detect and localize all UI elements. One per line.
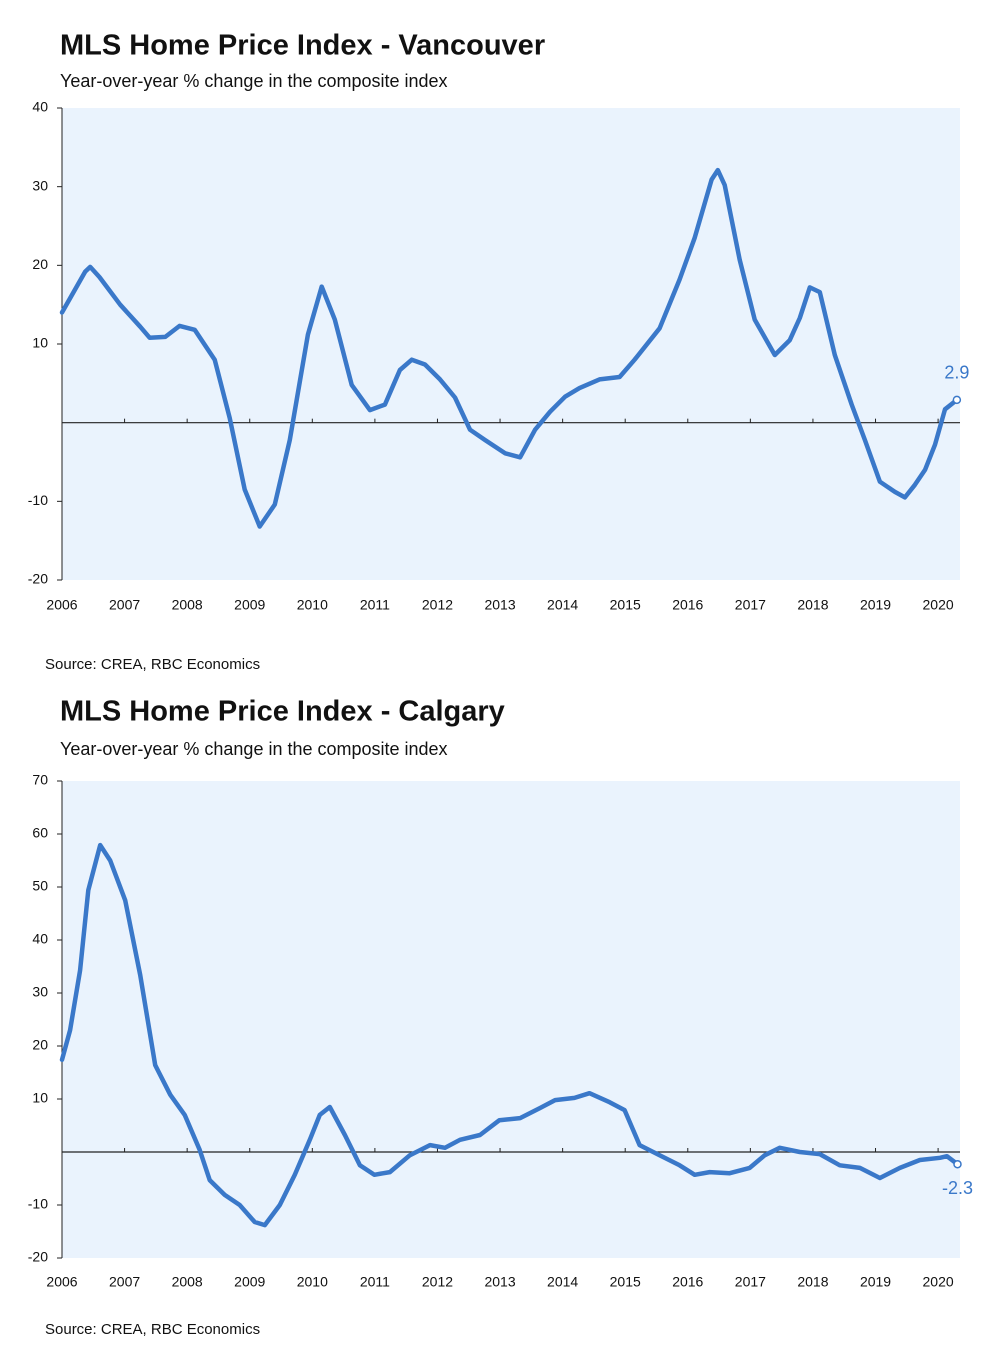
x-tick-label: 2012 <box>422 1274 453 1290</box>
x-tick-label: 2019 <box>860 597 891 613</box>
data-line <box>59 842 960 1228</box>
end-value-label: -2.3 <box>942 1178 973 1198</box>
source-note: Source: CREA, RBC Economics <box>45 1321 260 1338</box>
chart-title: MLS Home Price Index - Vancouver <box>60 30 545 62</box>
x-tick-label: 2018 <box>797 597 828 613</box>
y-tick-label: -10 <box>28 492 48 508</box>
end-value-label: 2.9 <box>944 363 969 383</box>
x-tick-label: 2009 <box>234 1274 265 1290</box>
x-tick-label: 2016 <box>672 1274 703 1290</box>
x-tick-label: 2011 <box>360 1274 390 1290</box>
x-tick-label: 2019 <box>860 1274 891 1290</box>
x-tick-label: 2009 <box>234 597 265 613</box>
x-tick-label: 2012 <box>422 597 453 613</box>
y-tick-label: 10 <box>32 335 48 351</box>
y-tick-label: 50 <box>32 878 48 894</box>
x-tick-label: 2015 <box>610 597 641 613</box>
end-marker <box>953 1159 962 1169</box>
x-tick-label: 2018 <box>797 1274 828 1290</box>
end-marker <box>952 395 962 405</box>
x-tick-label: 2007 <box>109 1274 140 1290</box>
x-tick-label: 2013 <box>484 1274 515 1290</box>
plot-area <box>62 108 960 580</box>
x-tick-label: 2006 <box>46 1274 77 1290</box>
x-tick-label: 2016 <box>672 597 703 613</box>
y-tick-label: 20 <box>32 256 48 272</box>
y-tick-label: 30 <box>32 984 48 1000</box>
chart-subtitle: Year-over-year % change in the composite… <box>60 71 448 91</box>
y-tick-label: 30 <box>32 177 48 193</box>
source-note: Source: CREA, RBC Economics <box>45 656 260 673</box>
y-tick-label: 40 <box>32 931 48 947</box>
chart-title: MLS Home Price Index - Calgary <box>60 696 505 728</box>
chart-subtitle: Year-over-year % change in the composite… <box>60 739 448 759</box>
x-tick-label: 2010 <box>297 597 328 613</box>
x-tick-label: 2014 <box>547 597 578 613</box>
x-tick-label: 2017 <box>735 597 766 613</box>
x-tick-label: 2011 <box>360 597 390 613</box>
x-tick-label: 2008 <box>172 597 203 613</box>
x-tick-label: 2017 <box>735 1274 766 1290</box>
x-tick-label: 2006 <box>46 597 77 613</box>
y-tick-label: -20 <box>28 1249 48 1265</box>
x-tick-label: 2008 <box>172 1274 203 1290</box>
x-tick-label: 2007 <box>109 597 140 613</box>
plot-area <box>62 781 960 1258</box>
y-tick-label: -10 <box>28 1196 48 1212</box>
y-tick-label: 70 <box>32 772 48 788</box>
y-tick-label: 40 <box>32 99 48 115</box>
data-line <box>59 167 960 529</box>
x-tick-label: 2020 <box>923 1274 954 1290</box>
y-tick-label: 10 <box>32 1090 48 1106</box>
x-tick-label: 2013 <box>484 597 515 613</box>
x-tick-label: 2010 <box>297 1274 328 1290</box>
x-tick-label: 2014 <box>547 1274 578 1290</box>
y-tick-label: -20 <box>28 571 48 587</box>
x-tick-label: 2015 <box>610 1274 641 1290</box>
x-tick-label: 2020 <box>923 597 954 613</box>
y-tick-label: 60 <box>32 825 48 841</box>
y-tick-label: 20 <box>32 1037 48 1053</box>
